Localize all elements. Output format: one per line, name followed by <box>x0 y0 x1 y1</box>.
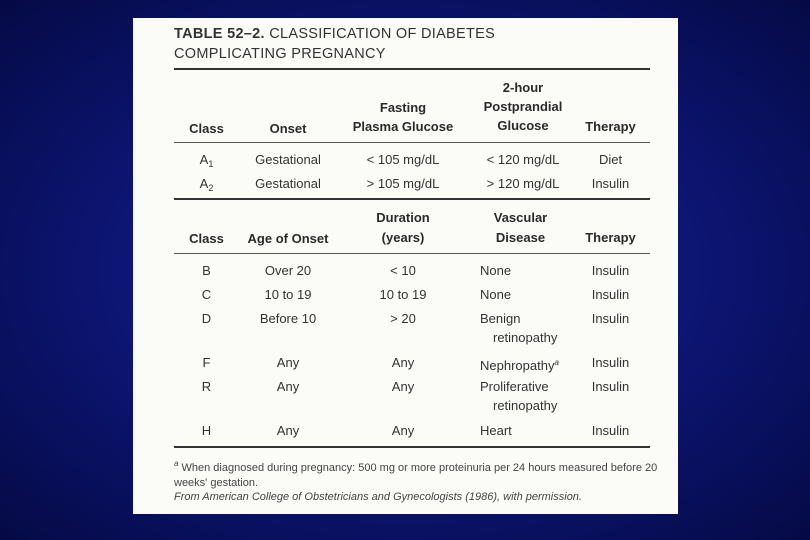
header-duration-l1: Duration <box>376 210 430 225</box>
row-duration: Any <box>391 379 415 394</box>
header-therapy-2: Therapy <box>585 230 636 245</box>
row-class: F <box>202 355 211 370</box>
header-fasting-l1: Fasting <box>379 100 427 115</box>
header-rule-2 <box>174 253 650 254</box>
row-duration: > 20 <box>390 311 416 326</box>
row-age-of-onset: Any <box>276 423 300 438</box>
row-duration: Any <box>391 355 415 370</box>
header-class: Class <box>189 121 224 136</box>
row-age-of-onset: Over 20 <box>264 263 312 278</box>
row-duration: < 10 <box>390 263 416 278</box>
header-post-l2: Postprandial <box>483 99 563 114</box>
row-class-subscript: 2 <box>208 183 214 193</box>
scanned-table-page: TABLE 52–2. CLASSIFICATION OF DIABETES C… <box>133 18 678 514</box>
section-divider-rule <box>174 198 650 200</box>
table-title: TABLE 52–2. CLASSIFICATION OF DIABETES C… <box>174 24 495 64</box>
row-therapy: Insulin <box>591 355 630 370</box>
row-vascular-disease: Benign <box>480 311 521 326</box>
header-class-2: Class <box>189 231 224 246</box>
table-title-line1: CLASSIFICATION OF DIABETES <box>269 26 496 42</box>
row-duration: 10 to 19 <box>379 287 427 302</box>
row-vascular-disease: None <box>480 287 512 302</box>
source-credit: From American College of Obstetricians a… <box>174 491 582 503</box>
row-class-subscript: 1 <box>208 159 214 169</box>
header-rule-1 <box>174 142 650 143</box>
row-vascular-disease: Proliferative <box>480 379 549 394</box>
row-age-of-onset: 10 to 19 <box>264 287 312 302</box>
row-class: A <box>199 152 209 167</box>
row-therapy: Insulin <box>591 311 630 326</box>
row-class: B <box>202 263 211 278</box>
top-rule <box>174 68 650 70</box>
row-therapy: Diet <box>598 152 623 167</box>
row-therapy: Insulin <box>591 379 630 394</box>
row-vascular-disease: Nephropathy <box>480 358 555 373</box>
row-fasting: < 105 mg/dL <box>366 152 440 167</box>
row-age-of-onset: Any <box>276 355 300 370</box>
row-age-of-onset: Before 10 <box>259 311 317 326</box>
row-class: H <box>201 423 212 438</box>
row-vascular-disease-cont: retinopathy <box>493 398 558 413</box>
row-vascular-disease-cont: retinopathy <box>493 330 558 345</box>
row-age-of-onset: Any <box>276 379 300 394</box>
row-class: C <box>201 287 212 302</box>
header-post-l1: 2-hour <box>502 80 544 95</box>
row-postprandial: < 120 mg/dL <box>486 152 560 167</box>
row-vascular-disease: Heart <box>480 423 512 438</box>
row-therapy: Insulin <box>591 423 630 438</box>
row-class: D <box>201 311 212 326</box>
row-postprandial: > 120 mg/dL <box>486 176 560 191</box>
row-onset: Gestational <box>255 152 321 167</box>
row-duration: Any <box>391 423 415 438</box>
footnote-line2: weeks' gestation. <box>174 477 259 489</box>
header-duration-l2: (years) <box>381 230 425 245</box>
row-therapy: Insulin <box>591 263 630 278</box>
footnote: a When diagnosed during pregnancy: 500 m… <box>174 456 659 491</box>
footnote-line1: When diagnosed during pregnancy: 500 mg … <box>181 462 658 474</box>
row-class: A <box>199 176 209 191</box>
header-fasting-l2: Plasma Glucose <box>352 119 454 134</box>
header-onset: Onset <box>269 121 307 136</box>
table-title-line2: COMPLICATING PREGNANCY <box>174 46 386 62</box>
row-vascular-disease: None <box>480 263 512 278</box>
table-number: TABLE 52–2. <box>174 26 265 42</box>
header-vascular-l1: Vascular <box>493 210 548 225</box>
row-fasting: > 105 mg/dL <box>366 176 440 191</box>
footnote-marker: a <box>554 358 559 367</box>
row-therapy: Insulin <box>591 287 630 302</box>
row-class: R <box>201 379 212 394</box>
row-therapy: Insulin <box>591 176 630 191</box>
row-onset: Gestational <box>255 176 321 191</box>
header-post-l3: Glucose <box>497 118 549 133</box>
header-therapy: Therapy <box>585 119 636 134</box>
bottom-rule <box>174 446 650 448</box>
header-age-of-onset: Age of Onset <box>247 231 329 246</box>
header-vascular-l2: Disease <box>495 230 546 245</box>
footnote-mark: a <box>174 459 179 468</box>
